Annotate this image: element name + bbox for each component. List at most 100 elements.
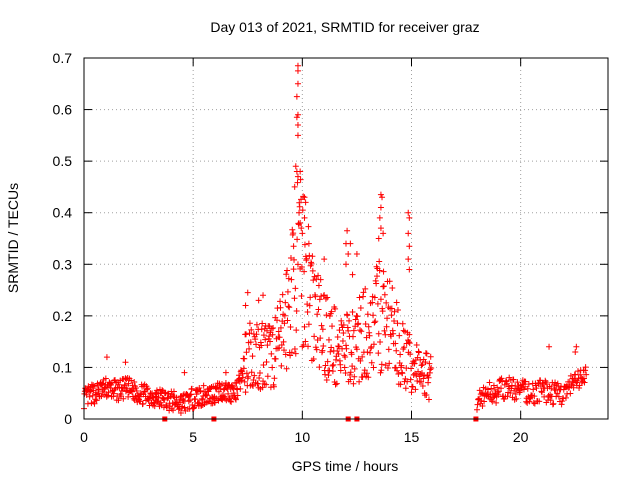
data-point (375, 235, 382, 242)
data-point (288, 349, 295, 356)
data-point (577, 371, 584, 378)
data-point (153, 387, 160, 394)
data-point (154, 398, 161, 405)
data-point (290, 266, 297, 273)
data-point (98, 393, 105, 400)
data-point (356, 378, 363, 385)
data-point (123, 376, 130, 383)
data-point (301, 241, 308, 248)
data-point (282, 299, 289, 306)
data-point (427, 366, 434, 373)
data-point (277, 304, 284, 311)
data-point (315, 272, 322, 279)
data-point (175, 406, 182, 413)
data-point (337, 361, 344, 368)
data-point (415, 368, 422, 375)
data-point (292, 163, 299, 170)
data-point (533, 385, 540, 392)
data-point (478, 397, 485, 404)
data-point (555, 393, 562, 400)
data-point (486, 379, 493, 386)
data-point (370, 312, 377, 319)
data-point (293, 93, 300, 100)
data-point (297, 168, 304, 175)
data-point (266, 333, 273, 340)
data-point (377, 225, 384, 232)
data-point (342, 369, 349, 376)
data-point (305, 240, 312, 247)
data-point (103, 354, 110, 361)
data-point (377, 204, 384, 211)
data-point (474, 401, 481, 408)
data-point (548, 385, 555, 392)
data-point (271, 375, 278, 382)
data-point (291, 295, 298, 302)
data-point (340, 330, 347, 337)
data-point (170, 407, 177, 414)
data-point (363, 370, 370, 377)
data-point (390, 330, 397, 337)
data-point (364, 349, 371, 356)
data-point (423, 392, 430, 399)
data-point (281, 312, 288, 319)
data-point (359, 353, 366, 360)
data-point (386, 278, 393, 285)
data-point (354, 313, 361, 320)
data-point (344, 312, 351, 319)
data-point (290, 243, 297, 250)
data-point (510, 376, 517, 383)
data-point (340, 321, 347, 328)
data-point (495, 388, 502, 395)
data-point (580, 375, 587, 382)
data-point (558, 401, 565, 408)
data-point (377, 338, 384, 345)
data-point (371, 319, 378, 326)
data-point (422, 359, 429, 366)
data-point (247, 339, 254, 346)
data-point (379, 308, 386, 315)
data-point (542, 377, 549, 384)
data-point (204, 392, 211, 399)
data-point (309, 253, 316, 260)
data-point (321, 256, 328, 263)
data-point (377, 191, 384, 198)
data-point (129, 388, 136, 395)
data-point (298, 225, 305, 232)
data-point (294, 179, 301, 186)
data-point (234, 392, 241, 399)
data-point (335, 343, 342, 350)
data-point (110, 390, 117, 397)
chart-ticks: 0 0.1 0.2 0.3 0.4 0.5 0.6 0.7 0 5 10 15 20 (53, 50, 608, 445)
data-point (475, 396, 482, 403)
data-point (130, 386, 137, 393)
data-point (407, 351, 414, 358)
data-point (425, 396, 432, 403)
data-point (161, 396, 168, 403)
data-point (549, 401, 556, 408)
data-point (360, 289, 367, 296)
data-point (385, 346, 392, 353)
data-point (305, 321, 312, 328)
data-point (326, 367, 333, 374)
data-point (328, 308, 335, 315)
data-point (365, 374, 372, 381)
data-point (397, 381, 404, 388)
data-point (143, 386, 150, 393)
data-point (269, 364, 276, 371)
data-point (239, 374, 246, 381)
data-point (406, 331, 413, 338)
data-point (122, 381, 129, 388)
data-point (321, 292, 328, 299)
data-point (220, 386, 227, 393)
data-point (302, 199, 309, 206)
data-point (386, 360, 393, 367)
data-point (573, 343, 580, 350)
data-point (260, 332, 267, 339)
data-point (292, 350, 299, 357)
data-point (396, 332, 403, 339)
data-point (349, 333, 356, 340)
data-point (397, 351, 404, 358)
data-point (525, 381, 532, 388)
data-point (394, 367, 401, 374)
data-point (574, 377, 581, 384)
